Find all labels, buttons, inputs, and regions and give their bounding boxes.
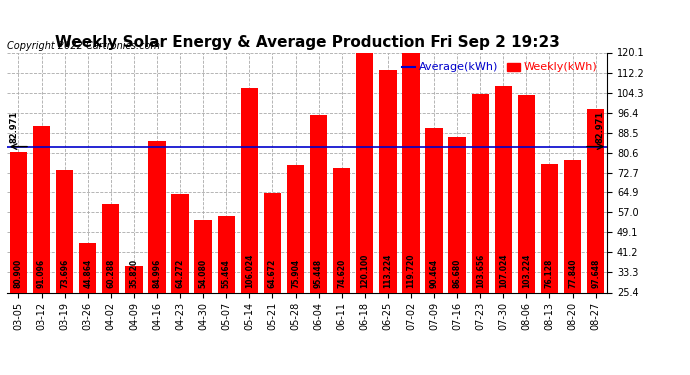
Text: 77.840: 77.840: [568, 259, 577, 288]
Bar: [448, 137, 466, 357]
Bar: [518, 95, 535, 357]
Title: Weekly Solar Energy & Average Production Fri Sep 2 19:23: Weekly Solar Energy & Average Production…: [55, 35, 560, 50]
Text: 60.288: 60.288: [106, 259, 115, 288]
Legend: Average(kWh), Weekly(kWh): Average(kWh), Weekly(kWh): [397, 58, 602, 77]
Bar: [33, 126, 50, 357]
Text: 95.448: 95.448: [314, 260, 323, 288]
Text: 107.024: 107.024: [499, 254, 508, 288]
Text: 44.864: 44.864: [83, 259, 92, 288]
Text: 80.900: 80.900: [14, 259, 23, 288]
Bar: [333, 168, 351, 357]
Bar: [264, 193, 281, 357]
Bar: [79, 243, 97, 357]
Bar: [380, 70, 397, 357]
Text: 103.224: 103.224: [522, 254, 531, 288]
Text: 54.080: 54.080: [199, 260, 208, 288]
Bar: [471, 94, 489, 357]
Text: 82.971: 82.971: [596, 111, 605, 143]
Text: 120.100: 120.100: [360, 254, 369, 288]
Text: 84.996: 84.996: [152, 259, 161, 288]
Text: 106.024: 106.024: [245, 254, 254, 288]
Bar: [195, 220, 212, 357]
Bar: [148, 141, 166, 357]
Text: 103.656: 103.656: [475, 254, 484, 288]
Text: 119.720: 119.720: [406, 254, 415, 288]
Text: 74.620: 74.620: [337, 259, 346, 288]
Bar: [241, 88, 258, 357]
Bar: [10, 152, 27, 357]
Text: 91.096: 91.096: [37, 260, 46, 288]
Text: 86.680: 86.680: [453, 259, 462, 288]
Text: 90.464: 90.464: [430, 260, 439, 288]
Bar: [587, 110, 604, 357]
Bar: [287, 165, 304, 357]
Bar: [217, 216, 235, 357]
Bar: [495, 86, 512, 357]
Bar: [564, 160, 581, 357]
Text: 35.820: 35.820: [130, 260, 139, 288]
Text: Copyright 2022 Cartronics.com: Copyright 2022 Cartronics.com: [7, 41, 160, 51]
Text: 64.672: 64.672: [268, 259, 277, 288]
Bar: [541, 164, 558, 357]
Text: 55.464: 55.464: [221, 260, 230, 288]
Text: 75.904: 75.904: [291, 260, 300, 288]
Bar: [56, 170, 73, 357]
Text: 64.272: 64.272: [175, 259, 184, 288]
Text: 97.648: 97.648: [591, 259, 600, 288]
Text: 73.696: 73.696: [60, 259, 69, 288]
Text: 113.224: 113.224: [384, 254, 393, 288]
Bar: [425, 128, 443, 357]
Bar: [310, 115, 327, 357]
Bar: [102, 204, 119, 357]
Text: 82.971: 82.971: [9, 111, 18, 143]
Bar: [356, 53, 373, 357]
Text: 76.128: 76.128: [545, 259, 554, 288]
Bar: [402, 54, 420, 357]
Bar: [171, 194, 189, 357]
Bar: [125, 266, 143, 357]
